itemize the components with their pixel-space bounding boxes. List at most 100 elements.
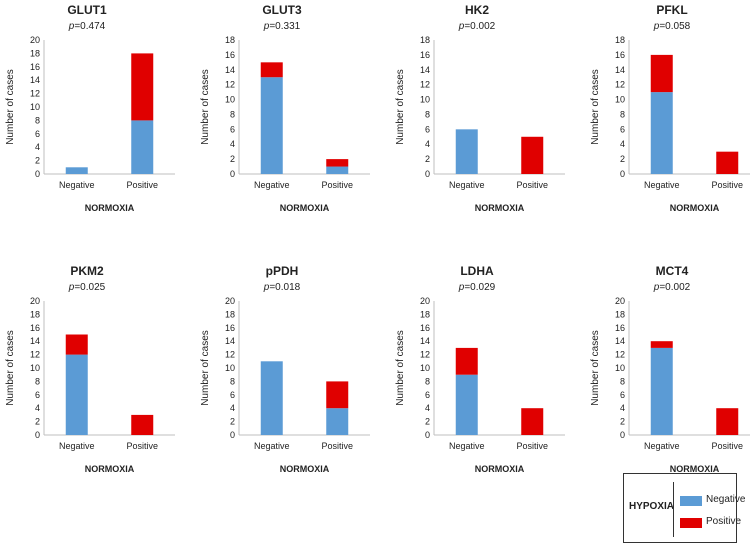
chart-ldha: LDHA p=0.029 0 2 4 6 8 10 12 14 16 18 20 Number of ca… [395, 264, 565, 474]
y-tick-label: 0 [425, 169, 430, 179]
chart-title: GLUT3 [262, 3, 302, 17]
x-axis-label: NORMOXIA [85, 203, 135, 213]
bar-negative-positive [650, 54, 673, 93]
y-tick-label: 20 [30, 35, 40, 45]
bar-positive-positive [521, 136, 544, 174]
y-axis-label: Number of cases [200, 69, 211, 145]
y-tick-label: 14 [30, 75, 40, 85]
y-tick-label: 16 [420, 323, 430, 333]
x-tick-label: Positive [711, 441, 743, 451]
bar-negative-positive [260, 62, 283, 78]
x-tick-label: Negative [254, 441, 290, 451]
y-tick-label: 4 [35, 403, 40, 413]
x-tick-label: Negative [644, 180, 680, 190]
bar-negative-negative [260, 77, 283, 174]
p-value: p=0.331 [263, 21, 301, 32]
x-axis-label: NORMOXIA [670, 464, 720, 474]
y-tick-label: 12 [420, 80, 430, 90]
y-tick-label: 12 [615, 80, 625, 90]
y-axis-label: Number of cases [395, 69, 406, 145]
y-tick-label: 16 [225, 50, 235, 60]
y-tick-label: 14 [225, 65, 235, 75]
y-tick-label: 10 [225, 95, 235, 105]
chart-title: PKM2 [70, 264, 104, 278]
bar-positive-negative [326, 408, 349, 435]
x-tick-label: Negative [254, 180, 290, 190]
y-axis-label: Number of cases [395, 330, 406, 406]
legend-title: HYPOXIA [629, 501, 675, 512]
y-tick-label: 4 [35, 142, 40, 152]
y-tick-label: 0 [35, 169, 40, 179]
y-tick-label: 6 [425, 390, 430, 400]
y-tick-label: 2 [35, 417, 40, 427]
chart-ppdh: pPDH p=0.018 0 2 4 6 8 10 12 14 16 18 20 Number of ca… [200, 264, 370, 474]
x-tick-label: Negative [449, 180, 485, 190]
y-tick-label: 0 [620, 169, 625, 179]
y-tick-label: 0 [620, 430, 625, 440]
x-axis-label: NORMOXIA [280, 203, 330, 213]
x-axis-label: NORMOXIA [85, 464, 135, 474]
y-tick-label: 4 [425, 403, 430, 413]
bar-positive-positive [131, 414, 154, 435]
p-value: p=0.018 [263, 282, 301, 293]
y-tick-label: 4 [620, 403, 625, 413]
y-tick-label: 0 [425, 430, 430, 440]
y-tick-label: 2 [230, 417, 235, 427]
bar-negative-negative [65, 167, 88, 174]
y-tick-label: 2 [620, 154, 625, 164]
bar-negative-negative [455, 129, 478, 174]
p-value: p=0.002 [458, 21, 496, 32]
y-tick-label: 6 [35, 129, 40, 139]
bar-negative-negative [650, 347, 673, 435]
chart-pfkl: PFKL p=0.058 0 2 4 6 8 10 12 14 16 18 Number of case… [590, 3, 750, 213]
y-tick-label: 2 [425, 154, 430, 164]
bar-positive-negative [131, 120, 154, 174]
y-tick-label: 4 [620, 139, 625, 149]
x-tick-label: Positive [126, 180, 158, 190]
x-axis-label: NORMOXIA [475, 464, 525, 474]
x-tick-label: Positive [321, 180, 353, 190]
bar-positive-positive [131, 53, 154, 121]
y-axis-label: Number of cases [590, 330, 601, 406]
y-tick-label: 14 [420, 336, 430, 346]
y-tick-label: 8 [35, 115, 40, 125]
chart-pkm2: PKM2 p=0.025 0 2 4 6 8 10 12 14 16 18 20 Number of ca… [5, 264, 175, 474]
bar-negative-positive [65, 334, 88, 355]
y-tick-label: 8 [425, 376, 430, 386]
y-tick-label: 6 [620, 390, 625, 400]
y-tick-label: 14 [615, 65, 625, 75]
legend: HYPOXIA Negative Positive [623, 473, 745, 543]
x-tick-label: Negative [449, 441, 485, 451]
y-tick-label: 14 [615, 336, 625, 346]
y-tick-label: 18 [30, 48, 40, 58]
y-tick-label: 2 [620, 417, 625, 427]
y-tick-label: 10 [615, 363, 625, 373]
y-tick-label: 14 [420, 65, 430, 75]
y-tick-label: 12 [225, 80, 235, 90]
y-tick-label: 6 [230, 390, 235, 400]
bar-positive-positive [326, 381, 349, 409]
y-tick-label: 4 [425, 139, 430, 149]
y-tick-label: 20 [615, 296, 625, 306]
y-tick-label: 6 [620, 124, 625, 134]
legend-label-negative: Negative [706, 494, 746, 505]
y-axis-label: Number of cases [5, 330, 16, 406]
y-tick-label: 16 [615, 323, 625, 333]
y-tick-label: 18 [225, 35, 235, 45]
y-tick-label: 8 [620, 109, 625, 119]
y-tick-label: 0 [35, 430, 40, 440]
bar-positive-positive [326, 159, 349, 167]
y-tick-label: 10 [30, 102, 40, 112]
y-tick-label: 18 [420, 35, 430, 45]
chart-title: HK2 [465, 3, 489, 17]
legend-swatch-negative [680, 496, 702, 506]
chart-title: LDHA [460, 264, 494, 278]
y-tick-label: 8 [425, 109, 430, 119]
legend-label-positive: Positive [706, 516, 742, 527]
y-axis-label: Number of cases [5, 69, 16, 145]
y-tick-label: 16 [30, 62, 40, 72]
y-tick-label: 12 [30, 350, 40, 360]
legend-divider [673, 482, 674, 537]
x-tick-label: Positive [126, 441, 158, 451]
